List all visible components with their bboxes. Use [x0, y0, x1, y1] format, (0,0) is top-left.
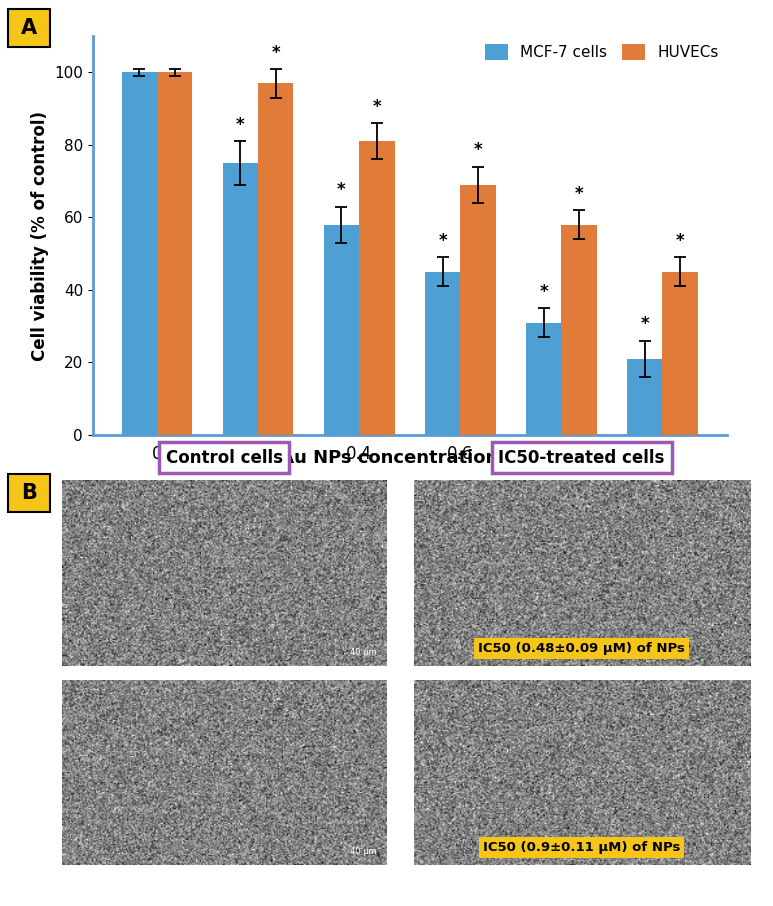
Text: *: *: [438, 232, 447, 250]
Text: IC50 (0.48±0.09 μM) of NPs: IC50 (0.48±0.09 μM) of NPs: [478, 641, 685, 655]
Bar: [223, 163, 258, 435]
Bar: [121, 72, 157, 435]
Y-axis label: Cell viability (% of control): Cell viability (% of control): [31, 111, 49, 361]
Text: B: B: [21, 483, 37, 503]
Text: *: *: [640, 315, 649, 333]
Bar: [662, 272, 698, 435]
Text: *: *: [271, 43, 280, 62]
Text: *: *: [540, 283, 548, 301]
Bar: [359, 141, 394, 435]
Text: 40 µm: 40 µm: [350, 847, 376, 856]
Bar: [425, 272, 460, 435]
Bar: [460, 185, 495, 435]
Text: *: *: [373, 98, 381, 116]
Text: A: A: [21, 18, 37, 38]
Bar: [526, 323, 561, 435]
Text: *: *: [474, 141, 482, 159]
Legend: MCF-7 cells, HUVECs: MCF-7 cells, HUVECs: [485, 43, 719, 60]
Text: Pt-Au NPs concentration (μM): Pt-Au NPs concentration (μM): [251, 448, 553, 467]
Bar: [157, 72, 192, 435]
Bar: [561, 225, 597, 435]
Text: IC50-treated cells: IC50-treated cells: [499, 448, 665, 467]
Text: *: *: [676, 232, 684, 250]
Bar: [324, 225, 359, 435]
Text: 40 µm: 40 µm: [350, 648, 376, 657]
Bar: [258, 83, 294, 435]
Bar: [627, 359, 662, 435]
Text: *: *: [337, 181, 346, 199]
Text: *: *: [574, 185, 584, 203]
Text: Control cells: Control cells: [165, 448, 283, 467]
Text: *: *: [236, 116, 245, 134]
Text: IC50 (0.9±0.11 μM) of NPs: IC50 (0.9±0.11 μM) of NPs: [483, 841, 680, 854]
